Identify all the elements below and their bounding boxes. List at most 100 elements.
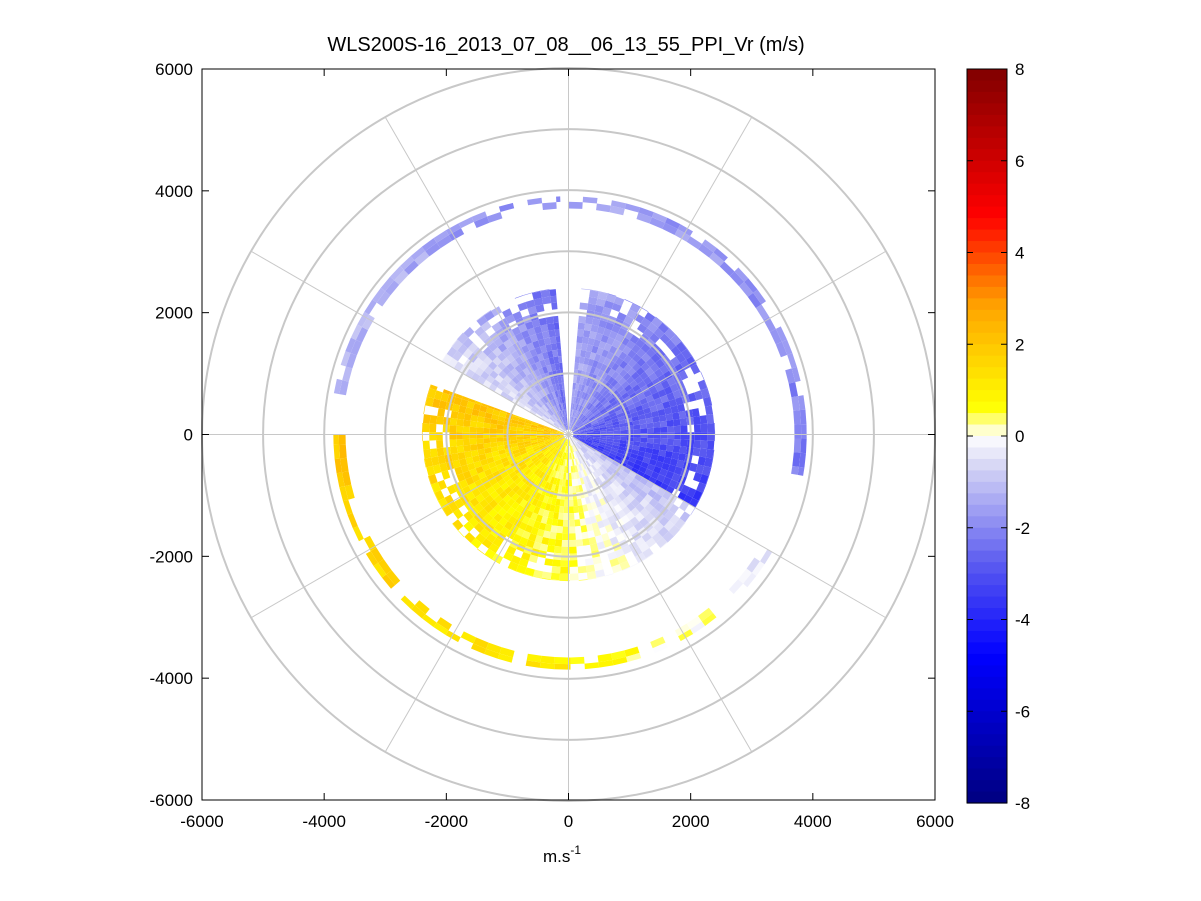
velocity-cell <box>578 464 583 472</box>
velocity-cell <box>442 505 454 517</box>
x-axis-label-exponent: -1 <box>570 843 581 857</box>
velocity-cell <box>523 405 531 412</box>
velocity-cell <box>620 336 630 346</box>
velocity-cell <box>626 460 635 468</box>
velocity-cell <box>587 530 595 539</box>
velocity-cell <box>549 289 557 297</box>
velocity-cell <box>542 530 551 539</box>
velocity-cell <box>433 622 449 636</box>
velocity-cell <box>470 414 479 422</box>
velocity-cell <box>660 432 668 439</box>
velocity-cell <box>547 419 554 425</box>
velocity-cell <box>511 446 519 452</box>
velocity-cell <box>429 423 437 433</box>
velocity-cell <box>537 453 545 460</box>
velocity-cell <box>527 449 535 456</box>
velocity-cell <box>548 454 555 461</box>
velocity-cell <box>594 332 603 341</box>
velocity-cell <box>471 488 481 498</box>
velocity-cell <box>499 647 515 658</box>
velocity-cell <box>543 337 551 346</box>
velocity-cell <box>462 438 471 446</box>
velocity-cell <box>697 456 706 466</box>
velocity-cell <box>638 490 648 499</box>
velocity-cell <box>630 467 639 474</box>
velocity-cell <box>570 459 573 467</box>
velocity-cell <box>604 420 613 425</box>
velocity-cell <box>344 484 355 500</box>
velocity-cell <box>553 322 560 330</box>
velocity-cell <box>615 365 624 375</box>
velocity-cell <box>523 485 532 494</box>
velocity-cell <box>583 444 590 450</box>
velocity-cell <box>579 436 587 439</box>
velocity-cell <box>403 260 419 275</box>
velocity-cell <box>693 439 701 449</box>
velocity-cell <box>624 520 634 530</box>
velocity-cell <box>597 420 605 425</box>
velocity-cell <box>619 439 627 445</box>
velocity-cell <box>677 224 693 237</box>
velocity-cell <box>550 431 558 434</box>
velocity-cell <box>571 396 575 404</box>
velocity-cell <box>350 339 363 356</box>
velocity-cell <box>674 518 686 530</box>
velocity-cell <box>518 447 527 453</box>
colorbar-tick-label: 2 <box>1015 335 1024 354</box>
velocity-cell <box>523 457 532 464</box>
velocity-cell <box>466 400 475 409</box>
velocity-cell <box>600 453 608 460</box>
velocity-cell <box>598 659 614 668</box>
velocity-cell <box>597 417 605 423</box>
velocity-cell <box>527 462 535 469</box>
velocity-cell <box>423 449 432 459</box>
velocity-cell <box>491 322 502 333</box>
velocity-cell <box>578 439 586 443</box>
velocity-cell <box>484 365 494 375</box>
velocity-cell <box>483 356 493 366</box>
velocity-cell <box>611 650 627 660</box>
velocity-cell <box>612 479 621 488</box>
velocity-cell <box>681 341 688 349</box>
velocity-cell <box>554 464 559 472</box>
velocity-cell <box>525 445 533 450</box>
velocity-cell <box>611 324 621 334</box>
velocity-cell <box>426 465 435 476</box>
velocity-cell <box>530 431 537 434</box>
velocity-cell <box>536 528 545 538</box>
velocity-cell <box>594 461 602 468</box>
velocity-cell <box>700 388 710 399</box>
velocity-cell <box>489 423 498 429</box>
velocity-cell <box>693 416 701 425</box>
velocity-cell <box>787 353 797 369</box>
velocity-cell <box>603 365 612 375</box>
velocity-cell <box>565 423 568 430</box>
velocity-cell <box>424 457 433 468</box>
velocity-cell <box>511 376 520 385</box>
velocity-cell <box>531 456 538 463</box>
velocity-cell <box>578 449 584 456</box>
velocity-cell <box>563 423 567 431</box>
velocity-cell <box>562 459 566 467</box>
velocity-cell <box>577 322 586 330</box>
velocity-cell <box>455 393 463 399</box>
velocity-cell <box>448 228 465 241</box>
velocity-cell <box>551 415 557 421</box>
velocity-cell <box>542 448 549 454</box>
velocity-cell <box>497 508 507 518</box>
velocity-cell <box>462 348 473 359</box>
velocity-cell <box>531 291 542 300</box>
velocity-cell <box>638 414 646 421</box>
velocity-cell <box>492 553 504 564</box>
colorbar-swatch <box>967 504 1007 517</box>
velocity-cell <box>558 383 563 391</box>
colorbar-swatch <box>967 550 1007 563</box>
velocity-cell <box>457 451 466 460</box>
velocity-cell <box>465 491 476 502</box>
velocity-cell <box>595 569 606 578</box>
velocity-cell <box>571 459 575 466</box>
velocity-cell <box>447 357 458 369</box>
velocity-cell <box>519 499 528 508</box>
velocity-cell <box>545 343 553 352</box>
velocity-cell <box>550 343 558 351</box>
